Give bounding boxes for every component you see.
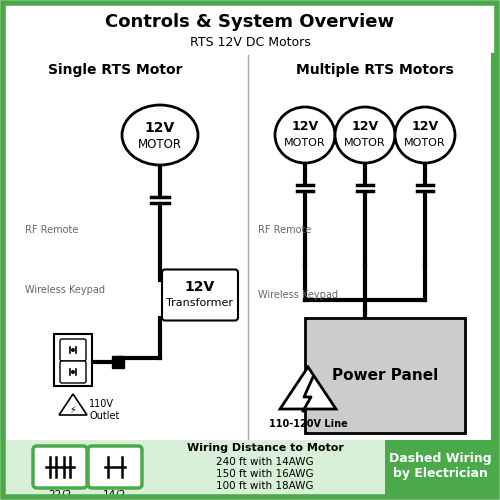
Text: 14/2: 14/2 — [104, 490, 126, 500]
Ellipse shape — [395, 107, 455, 163]
Text: ⚡: ⚡ — [70, 405, 76, 415]
Text: Controls & System Overview: Controls & System Overview — [106, 13, 395, 31]
Text: 12V: 12V — [185, 280, 215, 294]
Bar — [385, 440, 495, 498]
Text: MOTOR: MOTOR — [404, 138, 446, 148]
Text: 240 ft with 14AWG: 240 ft with 14AWG — [216, 457, 314, 467]
Text: Wireless Keypad: Wireless Keypad — [25, 285, 105, 295]
Text: RTS 12V DC Motors: RTS 12V DC Motors — [190, 36, 310, 49]
Polygon shape — [280, 367, 336, 409]
Text: Single RTS Motor: Single RTS Motor — [48, 63, 182, 77]
Bar — [54, 334, 92, 386]
FancyBboxPatch shape — [88, 446, 142, 488]
Circle shape — [71, 370, 75, 374]
Text: 12V: 12V — [412, 120, 438, 132]
Text: 110V
Outlet: 110V Outlet — [89, 399, 120, 421]
FancyBboxPatch shape — [60, 361, 86, 383]
Text: 150 ft with 16AWG: 150 ft with 16AWG — [216, 469, 314, 479]
Text: Transformer: Transformer — [166, 298, 234, 308]
Text: MOTOR: MOTOR — [284, 138, 326, 148]
Text: Power Panel: Power Panel — [332, 368, 438, 382]
Ellipse shape — [275, 107, 335, 163]
Bar — [5, 440, 495, 498]
Ellipse shape — [335, 107, 395, 163]
Circle shape — [71, 348, 75, 352]
Text: MOTOR: MOTOR — [344, 138, 386, 148]
Text: RF Remote: RF Remote — [258, 225, 312, 235]
FancyBboxPatch shape — [162, 270, 238, 320]
Polygon shape — [59, 394, 87, 415]
Text: RF Remote: RF Remote — [25, 225, 78, 235]
Text: 12V: 12V — [145, 121, 175, 135]
Text: 12V: 12V — [352, 120, 378, 132]
Text: Dashed Wiring
by Electrician: Dashed Wiring by Electrician — [388, 452, 492, 480]
FancyBboxPatch shape — [33, 446, 87, 488]
Text: 100 ft with 18AWG: 100 ft with 18AWG — [216, 481, 314, 491]
Ellipse shape — [122, 105, 198, 165]
Text: 22/2: 22/2 — [48, 490, 72, 500]
Bar — [305, 318, 465, 432]
Text: Wireless Keypad: Wireless Keypad — [258, 290, 338, 300]
Bar — [112, 356, 124, 368]
FancyBboxPatch shape — [60, 339, 86, 361]
Text: Multiple RTS Motors: Multiple RTS Motors — [296, 63, 454, 77]
Text: 12V: 12V — [292, 120, 318, 132]
Text: 110-120V Line: 110-120V Line — [268, 419, 347, 429]
Text: MOTOR: MOTOR — [138, 138, 182, 150]
Text: Wiring Distance to Motor: Wiring Distance to Motor — [186, 443, 344, 453]
